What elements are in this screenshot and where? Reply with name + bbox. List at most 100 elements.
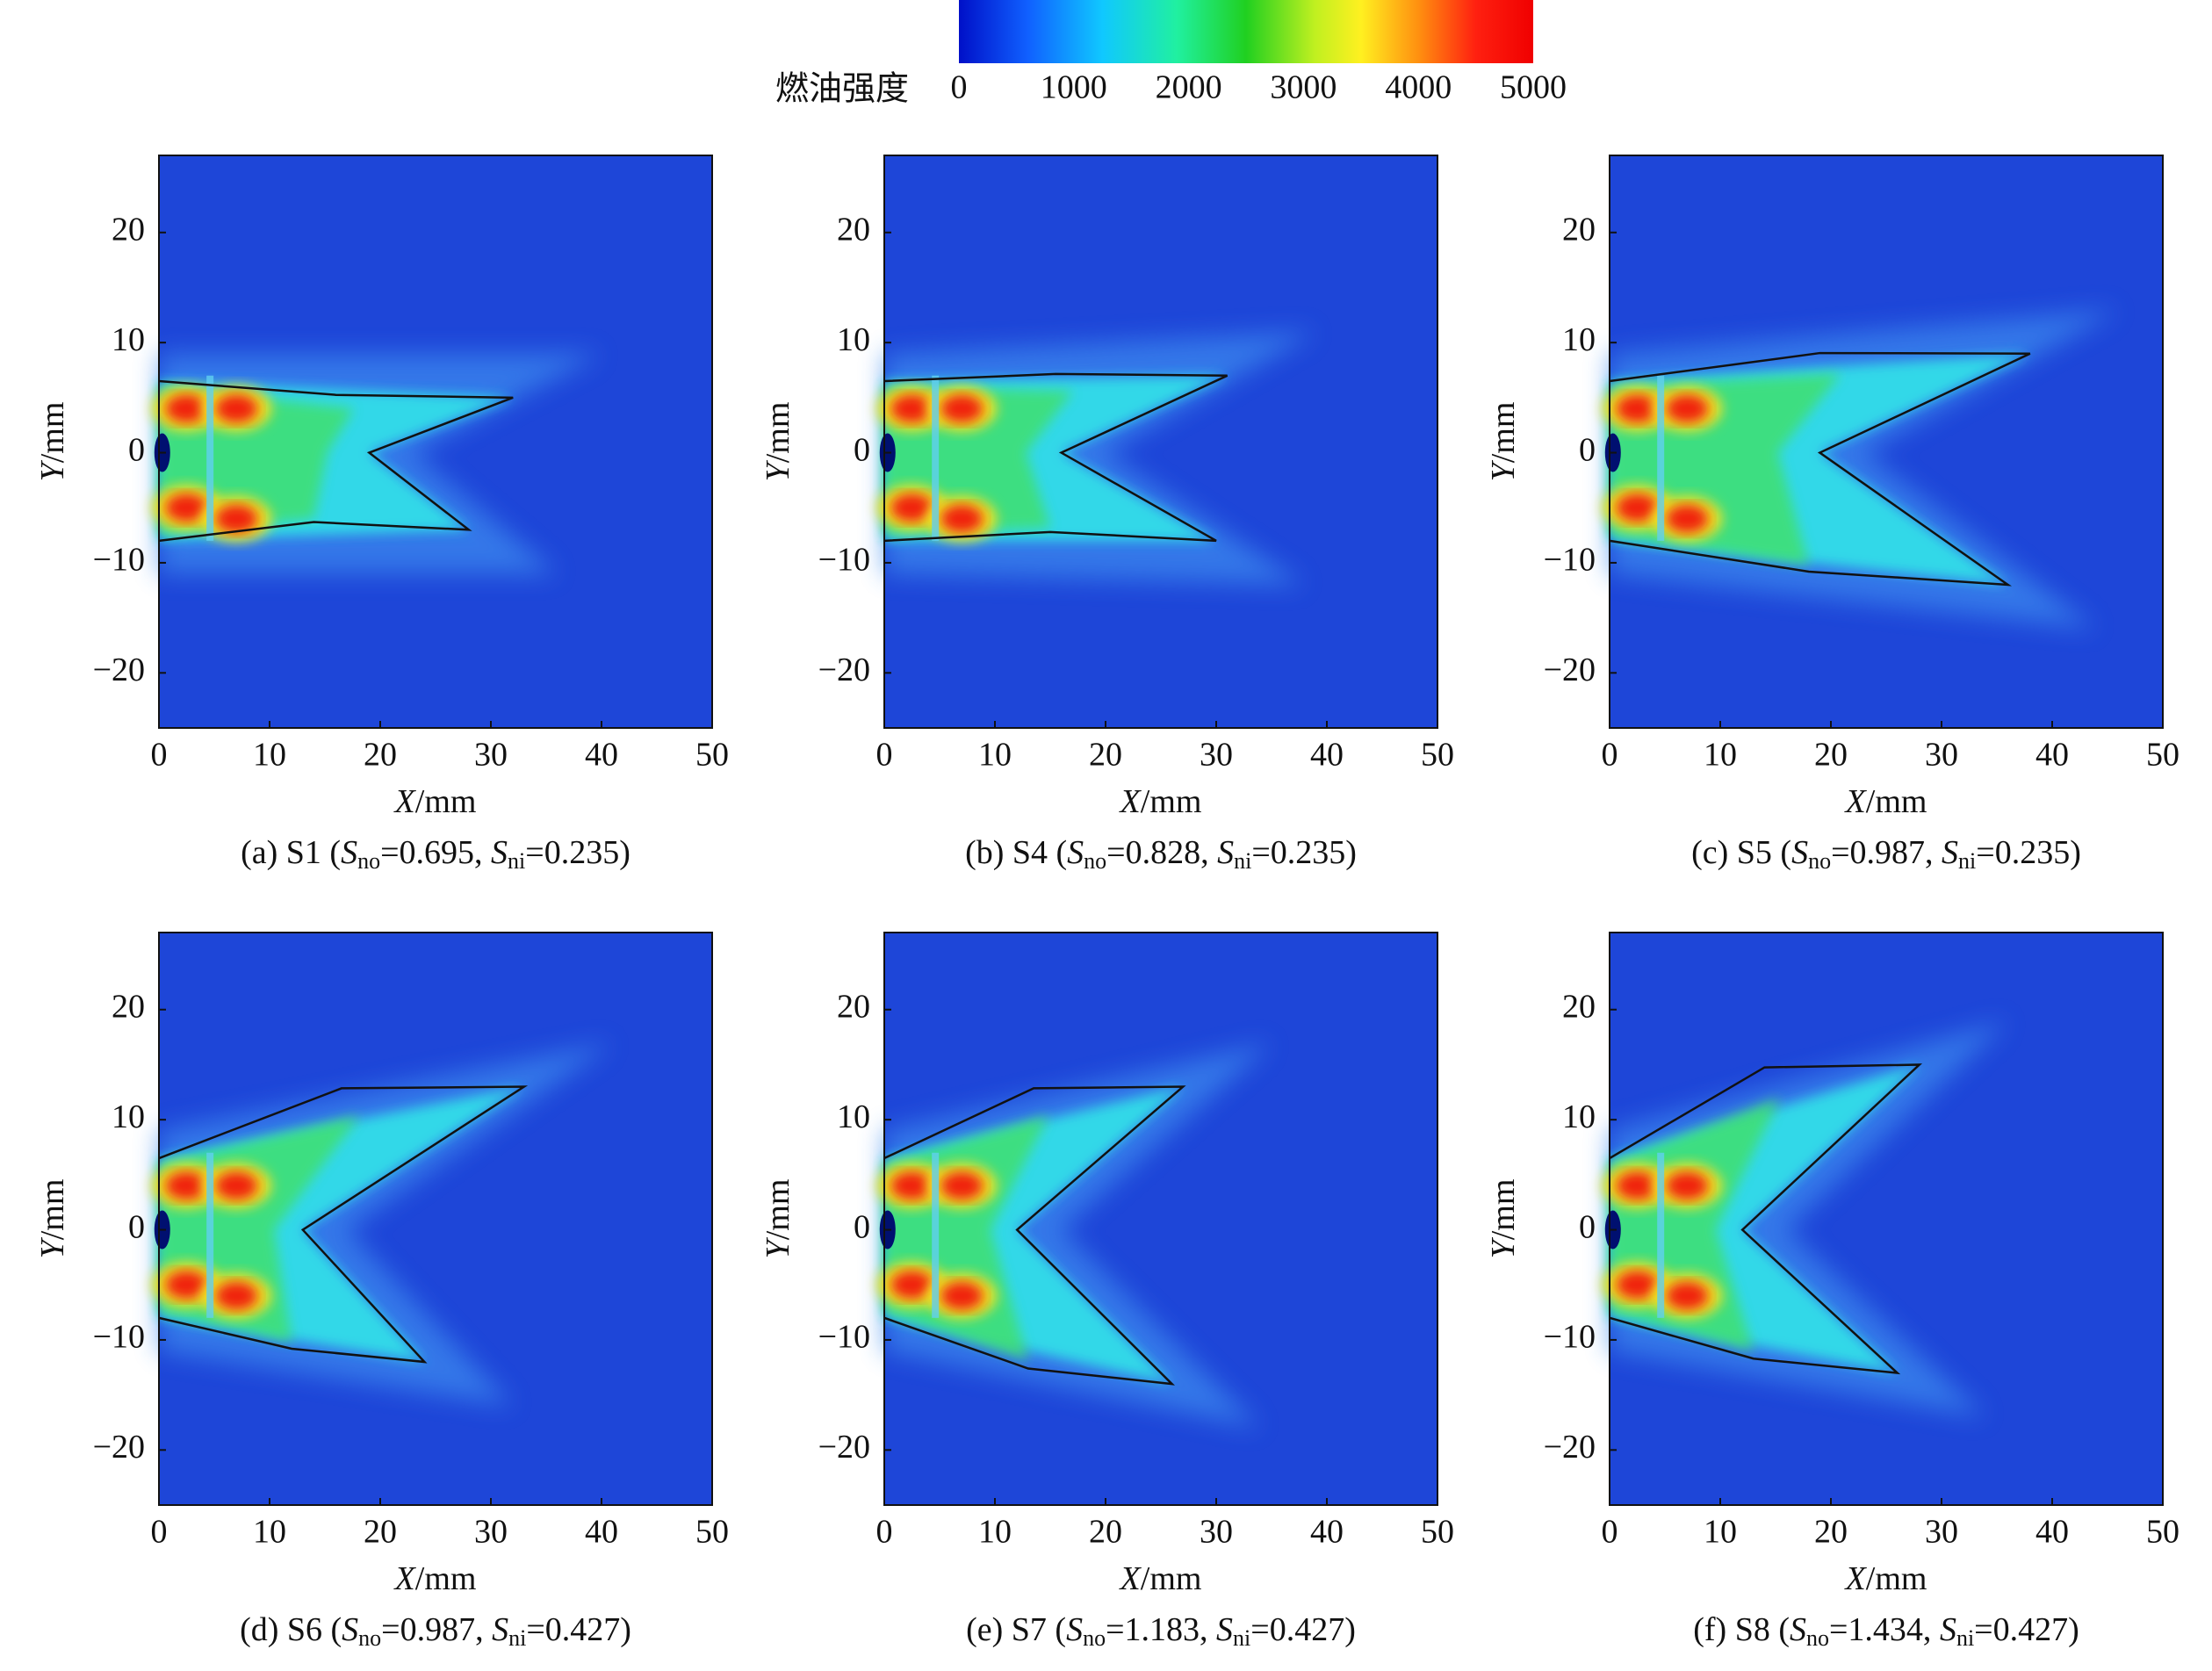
panel-caption-part: no (1806, 1625, 1829, 1651)
y-tick-label: −20 (1544, 1429, 1596, 1466)
hot-spot (1616, 1271, 1659, 1300)
y-axis-label-unit: /mm (760, 1179, 796, 1241)
panel-caption-part: =0.235) (1976, 834, 2081, 871)
plot-frame (1609, 155, 2164, 729)
y-axis-label-italic: Y (760, 459, 796, 481)
x-tick-label: 10 (1704, 737, 1737, 774)
x-tick-label: 0 (1602, 1514, 1618, 1551)
panel-caption-part: S (1790, 1611, 1806, 1648)
y-axis-label: Y/mm (760, 402, 796, 482)
hot-spot (1616, 1171, 1659, 1200)
colorbar-tick-label: 2000 (1156, 69, 1222, 106)
plot-frame (883, 932, 1438, 1506)
panel-caption: (c) S5 (Sno=0.987, Sni=0.235) (1691, 834, 2081, 874)
injector-band (932, 1152, 940, 1318)
colorbar-tick-label: 5000 (1500, 69, 1567, 106)
plot-frame (158, 932, 713, 1506)
injector-band (1657, 1152, 1665, 1318)
hot-spot (165, 493, 208, 522)
panel-caption-part: =1.434, (1829, 1611, 1940, 1648)
y-tick-label: 20 (112, 988, 145, 1025)
panel-caption-part: =1.183, (1106, 1611, 1216, 1648)
x-tick-label: 0 (151, 737, 168, 774)
y-tick-label: 10 (837, 1098, 870, 1135)
y-tick-label: 20 (1562, 988, 1596, 1025)
y-tick-label: 10 (1562, 321, 1596, 358)
y-axis-label: Y/mm (34, 402, 71, 482)
panel-caption-part: (d) S6 ( (240, 1611, 342, 1648)
y-tick-label: 10 (112, 321, 145, 358)
hot-spot (890, 394, 933, 423)
y-axis-label: Y/mm (1485, 1179, 1522, 1259)
x-axis-label-unit: /mm (415, 783, 477, 820)
y-axis-label-italic: Y (1485, 1236, 1522, 1258)
panel-caption-part: S (1940, 1611, 1956, 1648)
hot-spot (890, 1171, 933, 1200)
injector-band (932, 375, 940, 541)
y-tick-label: 20 (837, 988, 870, 1025)
panel-caption-part: S (1066, 1611, 1083, 1648)
panel-caption-part: =0.235) (525, 834, 630, 871)
x-tick-label: 30 (1925, 1514, 1958, 1551)
x-axis-label: X/mm (393, 1560, 477, 1597)
x-axis-label-italic: X (1119, 783, 1142, 820)
x-tick-label: 20 (1089, 1514, 1122, 1551)
panel-caption-part: =0.828, (1106, 834, 1217, 871)
colorbar-tick-label: 4000 (1385, 69, 1452, 106)
x-axis-label-unit: /mm (1141, 1560, 1202, 1597)
x-tick-label: 30 (1925, 737, 1958, 774)
x-tick-label: 50 (2146, 737, 2180, 774)
y-axis-label-unit: /mm (1485, 1179, 1522, 1241)
x-axis-label: X/mm (393, 783, 477, 820)
contour (158, 1085, 529, 1364)
x-axis-label: X/mm (1119, 1560, 1202, 1597)
hot-spot (890, 493, 933, 522)
x-tick-label: 20 (364, 737, 397, 774)
x-axis-label-italic: X (1119, 1560, 1142, 1597)
x-tick-label: 50 (695, 1514, 729, 1551)
x-axis-label: X/mm (1844, 783, 1927, 820)
hot-spot (215, 394, 258, 423)
y-axis-label-unit: /mm (1485, 402, 1522, 464)
x-tick-label: 50 (1421, 1514, 1454, 1551)
panel-caption-part: no (1083, 1625, 1106, 1651)
y-axis-label-unit: /mm (34, 402, 71, 464)
y-tick-label: −10 (93, 542, 145, 579)
hot-spot (1666, 1281, 1709, 1310)
x-tick-label: 10 (253, 1514, 286, 1551)
hot-spot (1666, 1171, 1709, 1200)
x-tick-label: 20 (1089, 737, 1122, 774)
hot-spot (1616, 493, 1659, 522)
x-tick-label: 10 (978, 737, 1012, 774)
y-axis-label-italic: Y (1485, 459, 1522, 481)
y-tick-label: 0 (128, 1208, 145, 1245)
panel-caption-part: (e) S7 ( (966, 1611, 1066, 1648)
injector-band (206, 375, 214, 541)
colorbar-tick-label: 1000 (1041, 69, 1107, 106)
plot-frame (1609, 932, 2164, 1506)
panel-caption: (b) S4 (Sno=0.828, Sni=0.235) (965, 834, 1357, 874)
hot-spot (940, 1281, 984, 1310)
y-axis-label-italic: Y (34, 459, 71, 481)
y-tick-label: 0 (854, 431, 870, 468)
x-axis-label-italic: X (1844, 783, 1868, 820)
x-tick-label: 20 (364, 1514, 397, 1551)
hot-spot (940, 394, 984, 423)
y-axis-label-italic: Y (34, 1236, 71, 1258)
x-axis-label-unit: /mm (1866, 783, 1927, 820)
hot-spot (165, 1271, 208, 1300)
panel-caption-part: =0.427) (1974, 1611, 2079, 1648)
x-axis-label-italic: X (393, 1560, 417, 1597)
panel-caption-part: S (1067, 834, 1084, 871)
contour (883, 372, 1228, 543)
x-tick-label: 0 (1602, 737, 1618, 774)
x-tick-label: 30 (474, 1514, 508, 1551)
panel-caption-part: S (1791, 834, 1808, 871)
y-axis-label: Y/mm (1485, 402, 1522, 482)
x-tick-label: 10 (978, 1514, 1012, 1551)
panel-caption-part: S (341, 834, 357, 871)
panel-caption-part: =0.695, (380, 834, 491, 871)
colorbar-tick-label: 3000 (1270, 69, 1337, 106)
